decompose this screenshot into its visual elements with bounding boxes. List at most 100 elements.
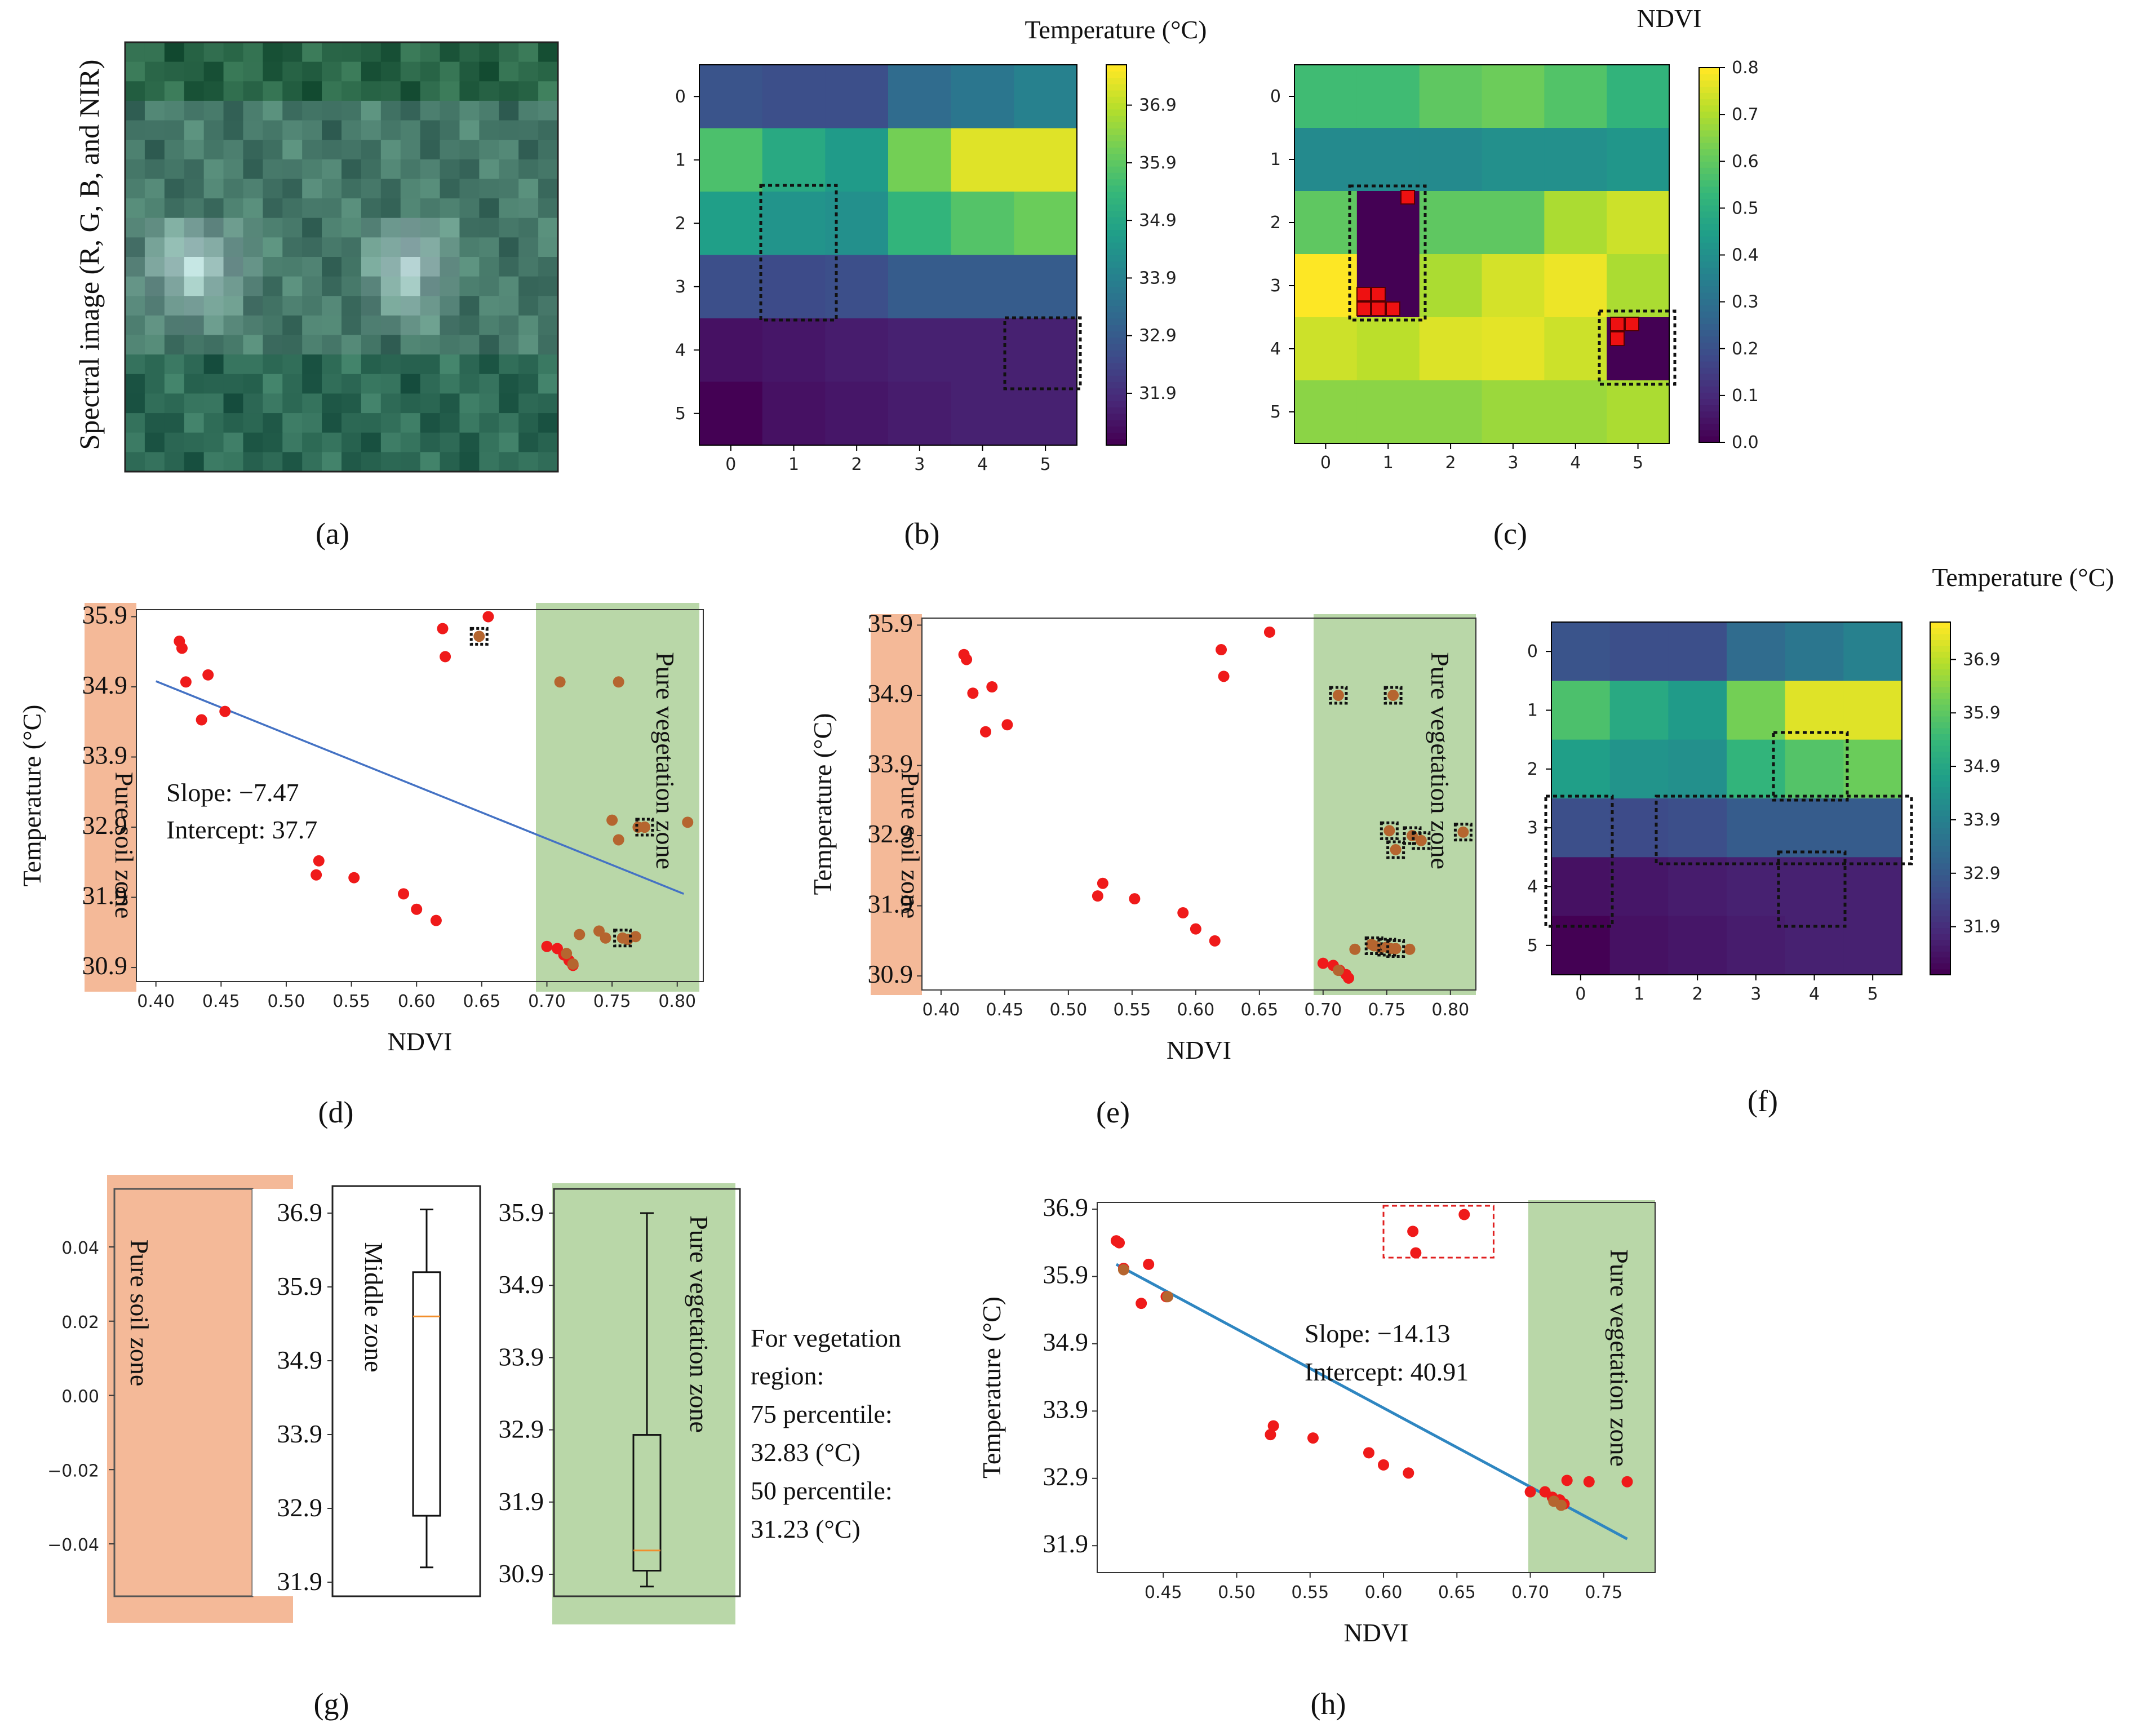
- image-pixel: [400, 354, 421, 375]
- image-pixel: [322, 120, 342, 140]
- image-pixel: [164, 42, 185, 63]
- data-point: [1390, 843, 1402, 855]
- image-pixel: [342, 296, 362, 316]
- colorbar-step: [1699, 180, 1719, 187]
- colorbar-step: [1106, 185, 1127, 192]
- heatmap-cell: [1419, 254, 1482, 318]
- colorbar-step: [1930, 681, 1950, 687]
- image-pixel: [184, 354, 205, 375]
- data-point: [1177, 907, 1189, 919]
- heatmap-cell: [1785, 916, 1844, 975]
- colorbar-step: [1930, 957, 1950, 964]
- data-point: [1263, 626, 1275, 638]
- y-tick-label: 30.9: [499, 1559, 544, 1588]
- image-pixel: [125, 335, 145, 355]
- image-pixel: [322, 315, 342, 336]
- heatmap-cell: [1482, 380, 1545, 444]
- image-pixel: [302, 120, 322, 140]
- image-pixel: [223, 276, 244, 296]
- data-point: [196, 714, 207, 726]
- heatmap-cell: [888, 65, 952, 128]
- image-pixel: [263, 217, 283, 238]
- colorbar-step: [1699, 224, 1719, 230]
- selected-point-marker: [1412, 831, 1431, 850]
- slope-text-d: Slope: −7.47: [166, 778, 299, 807]
- image-pixel: [125, 198, 145, 219]
- image-pixel: [538, 120, 558, 140]
- colorbar-step: [1930, 734, 1950, 740]
- middle-zone-label: Middle zone: [360, 1242, 388, 1372]
- image-pixel: [479, 100, 499, 121]
- image-pixel: [499, 120, 519, 140]
- heatmap-cell: [762, 381, 826, 446]
- image-pixel: [223, 315, 244, 336]
- data-point: [1136, 1298, 1147, 1309]
- image-pixel: [223, 61, 244, 82]
- data-point: [1363, 1447, 1374, 1459]
- colorbar-step: [1106, 141, 1127, 148]
- colorbar-step: [1106, 305, 1127, 313]
- scatter-h: 0.45 0.50 0.55 0.60 0.65 0.70 0.75 31.9 32.9 33.9…: [977, 1193, 1656, 1647]
- image-pixel: [302, 413, 322, 433]
- image-pixel: [302, 335, 322, 355]
- y-tick-label: 34.9: [868, 679, 913, 708]
- colorbar-step: [1699, 336, 1719, 343]
- vegetation-zone-band: [1314, 614, 1476, 995]
- image-pixel: [440, 179, 460, 199]
- colorbar-title-b: Temperature (°C): [1025, 15, 1207, 44]
- heatmap-cell: [1356, 128, 1420, 192]
- colorbar-title-c: NDVI: [1637, 4, 1702, 33]
- slope-text-h: Slope: −14.13: [1305, 1319, 1451, 1348]
- colorbar-step: [1106, 134, 1127, 141]
- y-tick-label: 5: [1270, 402, 1281, 422]
- image-pixel: [282, 296, 303, 316]
- image-pixel: [223, 393, 244, 414]
- intercept-text-h: Intercept: 40.91: [1305, 1357, 1469, 1386]
- colorbar-step: [1106, 103, 1127, 110]
- heatmap-cell: [951, 128, 1014, 192]
- spectral-image: [125, 42, 558, 472]
- image-pixel: [144, 61, 165, 82]
- image-pixel: [440, 61, 460, 82]
- image-pixel: [243, 81, 263, 101]
- colorbar-step: [1699, 80, 1719, 87]
- image-pixel: [223, 100, 244, 121]
- y-tick-label: 1: [1270, 150, 1281, 170]
- colorbar-step: [1930, 787, 1950, 793]
- heatmap-cell: [1014, 128, 1077, 192]
- image-pixel: [302, 374, 322, 394]
- data-point: [554, 676, 566, 688]
- image-pixel: [203, 140, 224, 160]
- image-pixel: [125, 393, 145, 414]
- image-pixel: [164, 315, 185, 336]
- image-pixel: [479, 257, 499, 277]
- image-pixel: [342, 276, 362, 296]
- image-pixel: [302, 159, 322, 180]
- image-pixel: [144, 198, 165, 219]
- outlier-pixel: [1356, 301, 1371, 316]
- heatmap-cell: [1014, 65, 1077, 128]
- colorbar-step: [1699, 92, 1719, 100]
- image-pixel: [459, 413, 480, 433]
- colorbar-step: [1699, 111, 1719, 118]
- data-point: [613, 676, 624, 688]
- image-pixel: [164, 335, 185, 355]
- data-point: [1561, 1475, 1573, 1486]
- image-pixel: [499, 335, 519, 355]
- image-pixel: [263, 315, 283, 336]
- heatmap-cell: [1482, 254, 1545, 318]
- image-pixel: [164, 374, 185, 394]
- y-tick-label: 35.9: [499, 1198, 544, 1227]
- colorbar-step: [1930, 869, 1950, 876]
- image-pixel: [361, 393, 382, 414]
- colorbar-step: [1106, 147, 1127, 154]
- colorbar-step: [1699, 367, 1719, 374]
- colorbar-step: [1699, 217, 1719, 224]
- colorbar-step: [1106, 268, 1127, 274]
- colorbar-title-f: Temperature (°C): [1932, 563, 2114, 592]
- y-tick-label: 36.9: [1043, 1193, 1089, 1222]
- image-pixel: [144, 452, 165, 472]
- data-point: [1209, 935, 1221, 947]
- image-pixel: [479, 354, 499, 375]
- heatmap-cell: [1544, 380, 1607, 444]
